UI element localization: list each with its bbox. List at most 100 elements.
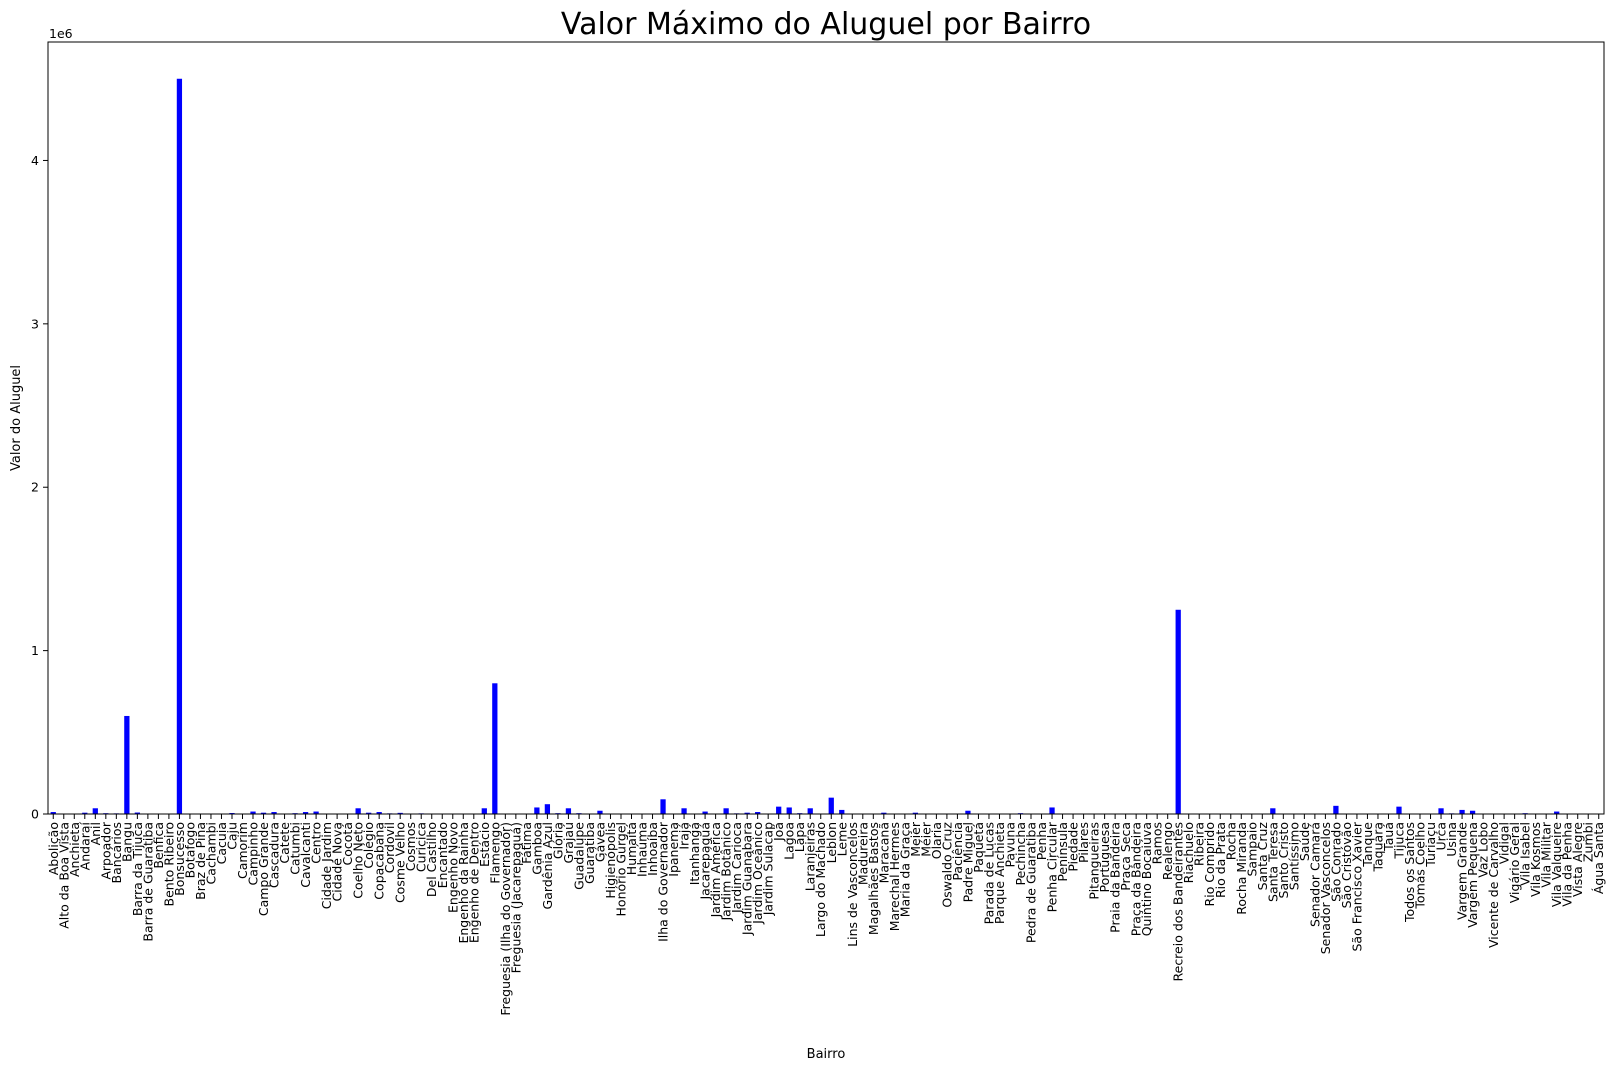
x-tick-label: Rio Comprido — [1202, 822, 1217, 906]
x-tick-label: Grajaú — [561, 822, 576, 864]
x-tick-label: Guaratiba — [582, 822, 597, 884]
x-tick-label: Laranjeiras — [803, 822, 818, 891]
x-tick-label: Senador Camará — [1307, 822, 1322, 927]
x-tick-label: Santíssimo — [1286, 822, 1301, 890]
x-tick-label: Gávea — [592, 822, 607, 862]
x-tick-label: Vila da Penha — [1560, 822, 1575, 907]
x-tick-label: Bangu — [119, 822, 134, 862]
bar — [786, 807, 792, 814]
x-tick-label: Gardênia Azul — [540, 822, 555, 909]
x-tick-label: Pavuna — [1002, 822, 1017, 868]
x-tick-label: Olaria — [929, 822, 944, 859]
x-tick-label: Benfica — [151, 822, 166, 869]
x-tick-label: Cosme Velho — [393, 822, 408, 903]
bar — [1438, 808, 1444, 814]
x-tick-label: Leblon — [824, 822, 839, 863]
bar — [397, 812, 403, 814]
x-tick-label: Vigário Geral — [1507, 822, 1522, 903]
bar — [723, 808, 729, 814]
x-tick-label: Caju — [224, 822, 239, 850]
x-tick-label: Maracanã — [876, 822, 891, 883]
x-tick-label: Freguesia (Jacarepaguá) — [508, 822, 523, 973]
x-tick-label: Realengo — [1160, 822, 1175, 880]
x-tick-label: Catete — [277, 822, 292, 864]
x-tick-label: Magalhães Bastos — [866, 822, 881, 935]
x-tick-label: Leme — [834, 822, 849, 857]
bar — [965, 810, 971, 814]
x-tick-label: Santa Teresa — [1265, 822, 1280, 902]
x-tick-label: Glória — [550, 822, 565, 859]
x-tick-label: Copacabana — [372, 822, 387, 900]
x-tick-label: Ipanema — [666, 822, 681, 877]
bar — [828, 797, 834, 814]
x-tick-label: Vaz Lobo — [1476, 822, 1491, 878]
x-tick-label: Padre Miguel — [960, 822, 975, 902]
x-tick-label: Oswaldo Cruz — [939, 822, 954, 908]
x-tick-label: Vidigal — [1497, 822, 1512, 864]
x-tick-label: Lapa — [792, 822, 807, 852]
x-tick-label: Cacuia — [214, 822, 229, 864]
x-tick-label: Alto da Boa Vista — [56, 822, 71, 929]
x-tick-label: Vargem Grande — [1455, 822, 1470, 920]
x-tick-label: Cordovil — [382, 822, 397, 873]
x-tick-label: Praça da Bandeira — [1129, 822, 1144, 936]
bar — [565, 808, 572, 814]
x-tick-label: Parada de Lucas — [981, 822, 996, 924]
x-tick-label: Vicente de Carvalho — [1486, 822, 1501, 948]
bar — [1469, 810, 1476, 814]
x-tick-label: Braz de Pina — [193, 822, 208, 900]
y-tick-label: 1 — [31, 643, 39, 658]
x-tick-label: Humaitá — [624, 822, 639, 875]
bar — [134, 812, 140, 814]
x-tick-label: Penha — [1034, 822, 1049, 860]
x-tick-label: Urca — [1434, 822, 1449, 851]
bar — [660, 799, 666, 814]
bar — [492, 683, 498, 814]
bar — [124, 715, 130, 814]
x-tick-label: Flamengo — [487, 822, 502, 884]
x-tick-label: Vargem Pequena — [1465, 822, 1480, 928]
x-tick-label: Península — [1055, 822, 1070, 882]
x-tick-label: Freguesia (Ilha do Governador) — [498, 822, 513, 1016]
x-tick-label: Campinho — [246, 822, 261, 885]
x-tick-label: Tomás Coelho — [1413, 822, 1428, 910]
bar — [702, 811, 708, 814]
x-tick-label: Santo Cristo — [1276, 822, 1291, 898]
x-tick-label: Cocotá — [340, 822, 355, 865]
x-tick-label: Rio da Prata — [1213, 822, 1228, 898]
bar — [481, 808, 487, 814]
x-tick-label: Inhoaíba — [645, 822, 660, 876]
x-tick-label: Cidade Jardim — [319, 822, 334, 909]
bar — [92, 808, 98, 814]
x-tick-label: Vila Militar — [1539, 821, 1554, 888]
x-tick-label: Praça Seca — [1118, 822, 1133, 891]
x-tick-label: Guadalupe — [571, 822, 586, 890]
y-tick-label: 4 — [31, 153, 39, 168]
x-tick-label: Itanhangá — [687, 822, 702, 885]
x-tick-label: Riachuelo — [1181, 822, 1196, 883]
x-tick-label: Campo Grande — [256, 822, 271, 916]
x-tick-label: Vila Kosmos — [1528, 822, 1543, 897]
x-tick-label: Pechincha — [1013, 822, 1028, 885]
x-tick-label: São Cristóvão — [1339, 822, 1354, 908]
x-tick-label: Taquara — [1370, 822, 1385, 873]
bar — [776, 806, 782, 814]
bar — [912, 812, 918, 814]
x-tick-label: Tauá — [1381, 822, 1396, 852]
x-tick-label: Paciência — [950, 822, 965, 881]
x-tick-label: Rocha Miranda — [1234, 822, 1249, 915]
x-tick-label: Ribeira — [1192, 822, 1207, 866]
y-tick-label: 2 — [31, 480, 39, 495]
x-tick-label: Curicica — [414, 822, 429, 872]
x-tick-label: Pilares — [1076, 822, 1091, 863]
x-tick-label: Estácio — [477, 822, 492, 867]
bar — [313, 811, 319, 814]
x-tick-label: Barra de Guaratiba — [140, 822, 155, 942]
x-tick-label: Lagoa — [782, 822, 797, 860]
bar — [271, 812, 277, 814]
x-tick-label: São Francisco Xavier — [1349, 821, 1364, 951]
x-tick-label: Penha Circular — [1045, 821, 1060, 912]
bar — [250, 811, 256, 814]
x-tick-label: Ilha do Governador — [656, 821, 671, 942]
bar — [1049, 807, 1055, 814]
